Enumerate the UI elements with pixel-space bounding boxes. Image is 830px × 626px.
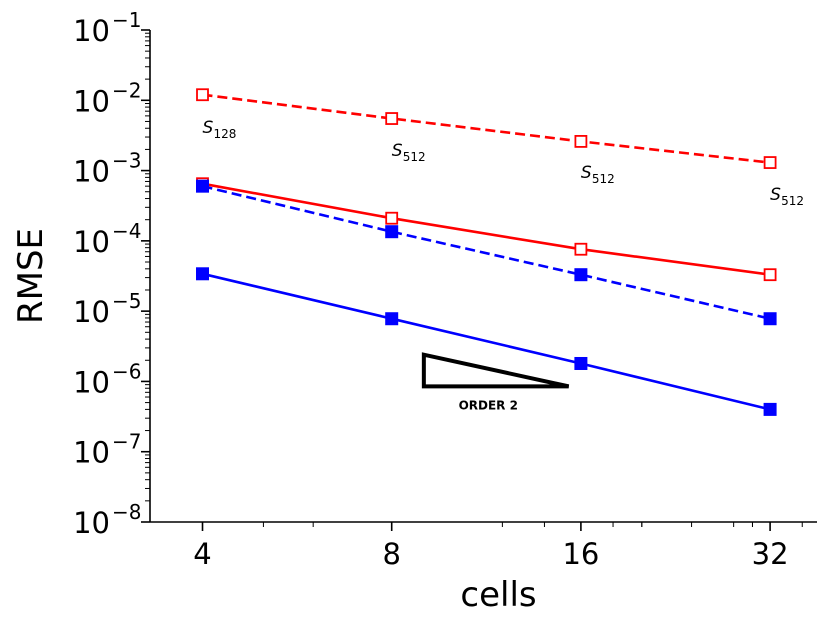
series-line-blue-solid-filled [202,272,771,411]
data-point-red-solid-open [574,242,588,256]
y-axis-label: RMSE [11,228,51,324]
y-tick-label: 10 [73,225,110,259]
annotation-label: S [203,118,214,138]
x-tick-label: 32 [752,537,789,571]
y-tick-label: 10 [73,155,110,189]
y-tick-exponent: −6 [112,359,141,383]
data-point-blue-solid-filled [574,356,588,370]
annotation-label: S [392,141,403,161]
y-tick-label: 10 [73,506,110,540]
series-line-red-solid-open [202,182,771,276]
y-tick-label: 10 [73,365,110,399]
x-tick-label: 8 [382,537,400,571]
y-tick-exponent: −4 [112,219,141,243]
data-point-red-dashed-open [385,112,399,125]
y-tick-exponent: −3 [112,149,141,173]
y-tick-label: 10 [73,436,110,470]
data-point-red-solid-open [385,211,399,225]
data-point-blue-dashed-filled [763,312,777,326]
order-triangle [421,352,570,389]
data-point-red-dashed-open [196,88,209,102]
data-point-red-dashed-open [763,156,777,169]
data-point-blue-dashed-filled [574,268,588,282]
y-tick-label: 10 [73,295,110,329]
x-axis-label: cells [460,575,536,615]
y-tick-exponent: −1 [112,8,141,32]
data-point-red-dashed-open [574,135,588,148]
y-tick-exponent: −7 [112,430,141,454]
series-line-blue-dashed-filled [202,184,771,320]
annotation-subscript: 512 [592,172,615,186]
annotation-subscript: 512 [403,150,426,164]
y-tick-label: 10 [73,14,110,48]
data-point-blue-dashed-filled [385,225,399,239]
annotation-label: S [770,185,781,205]
annotation-subscript: 512 [781,194,804,208]
axes-layer: 10 −110 −210 −310 −410 −510 −610 −710 −84 8 16 32ce… [11,8,817,615]
y-tick-label: 10 [73,84,110,118]
x-tick-label: 16 [562,537,599,571]
y-tick-exponent: −5 [112,289,141,313]
annotation-subscript: 128 [214,127,237,141]
series-layer [196,88,777,416]
data-point-red-solid-open [763,268,777,282]
annotation-label: S [581,163,592,183]
data-point-blue-dashed-filled [196,179,210,193]
x-tick-label: 4 [193,537,211,571]
series-line-red-dashed-open [202,93,771,164]
y-tick-exponent: −8 [112,500,141,524]
data-point-blue-solid-filled [196,267,210,281]
data-point-blue-solid-filled [385,312,399,326]
data-point-blue-solid-filled [763,402,777,416]
y-tick-exponent: −2 [112,78,141,102]
order-label: ORDER 2 [459,398,518,412]
